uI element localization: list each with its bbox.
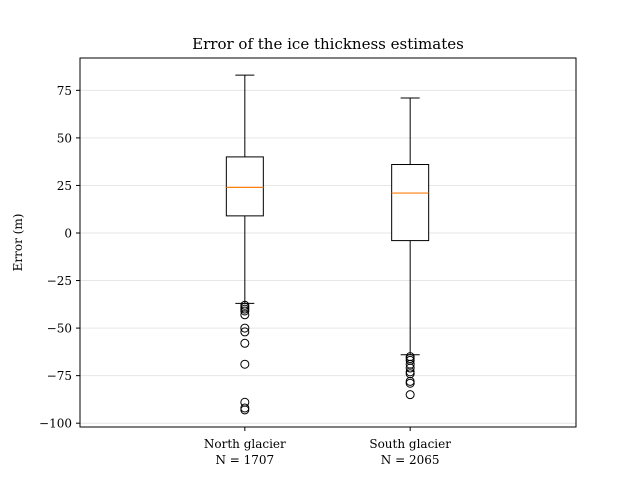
outlier-point <box>240 306 250 316</box>
y-tick-label: 25 <box>57 179 72 193</box>
outlier-point <box>240 310 250 320</box>
x-tick-label: North glacier <box>204 437 286 451</box>
axes: 75 50 25 0 −25 −50 −75 −100 North glacier N = 170… <box>39 84 451 467</box>
y-tick-label: −50 <box>47 322 72 336</box>
x-tick-sample-size: N = 1707 <box>215 453 274 467</box>
y-axis-label: Error (m) <box>11 214 25 272</box>
outlier-point <box>240 323 250 333</box>
chart-title: Error of the ice thickness estimates <box>192 35 464 53</box>
x-tick-sample-size: N = 2065 <box>381 453 440 467</box>
y-tick-label: −75 <box>47 369 72 383</box>
box-plots <box>225 74 430 415</box>
y-tick-label: 0 <box>64 226 72 240</box>
outlier-point <box>240 405 250 415</box>
y-tick-label: 50 <box>57 131 72 145</box>
outlier-point <box>240 338 250 348</box>
outlier-point <box>405 390 415 400</box>
x-tick-label: South glacier <box>369 437 451 451</box>
y-tick-label: −25 <box>47 274 72 288</box>
outlier-point <box>405 363 415 373</box>
box-group <box>225 74 264 415</box>
outlier-point <box>405 378 415 388</box>
iqr-box <box>225 156 264 217</box>
box-group <box>391 97 430 400</box>
outlier-point <box>240 327 250 337</box>
plot-frame <box>79 57 577 428</box>
iqr-box <box>391 164 430 242</box>
outlier-point <box>240 359 250 369</box>
y-tick-label: 75 <box>57 84 72 98</box>
grid-lines <box>80 89 576 424</box>
y-tick-label: −100 <box>39 417 72 431</box>
